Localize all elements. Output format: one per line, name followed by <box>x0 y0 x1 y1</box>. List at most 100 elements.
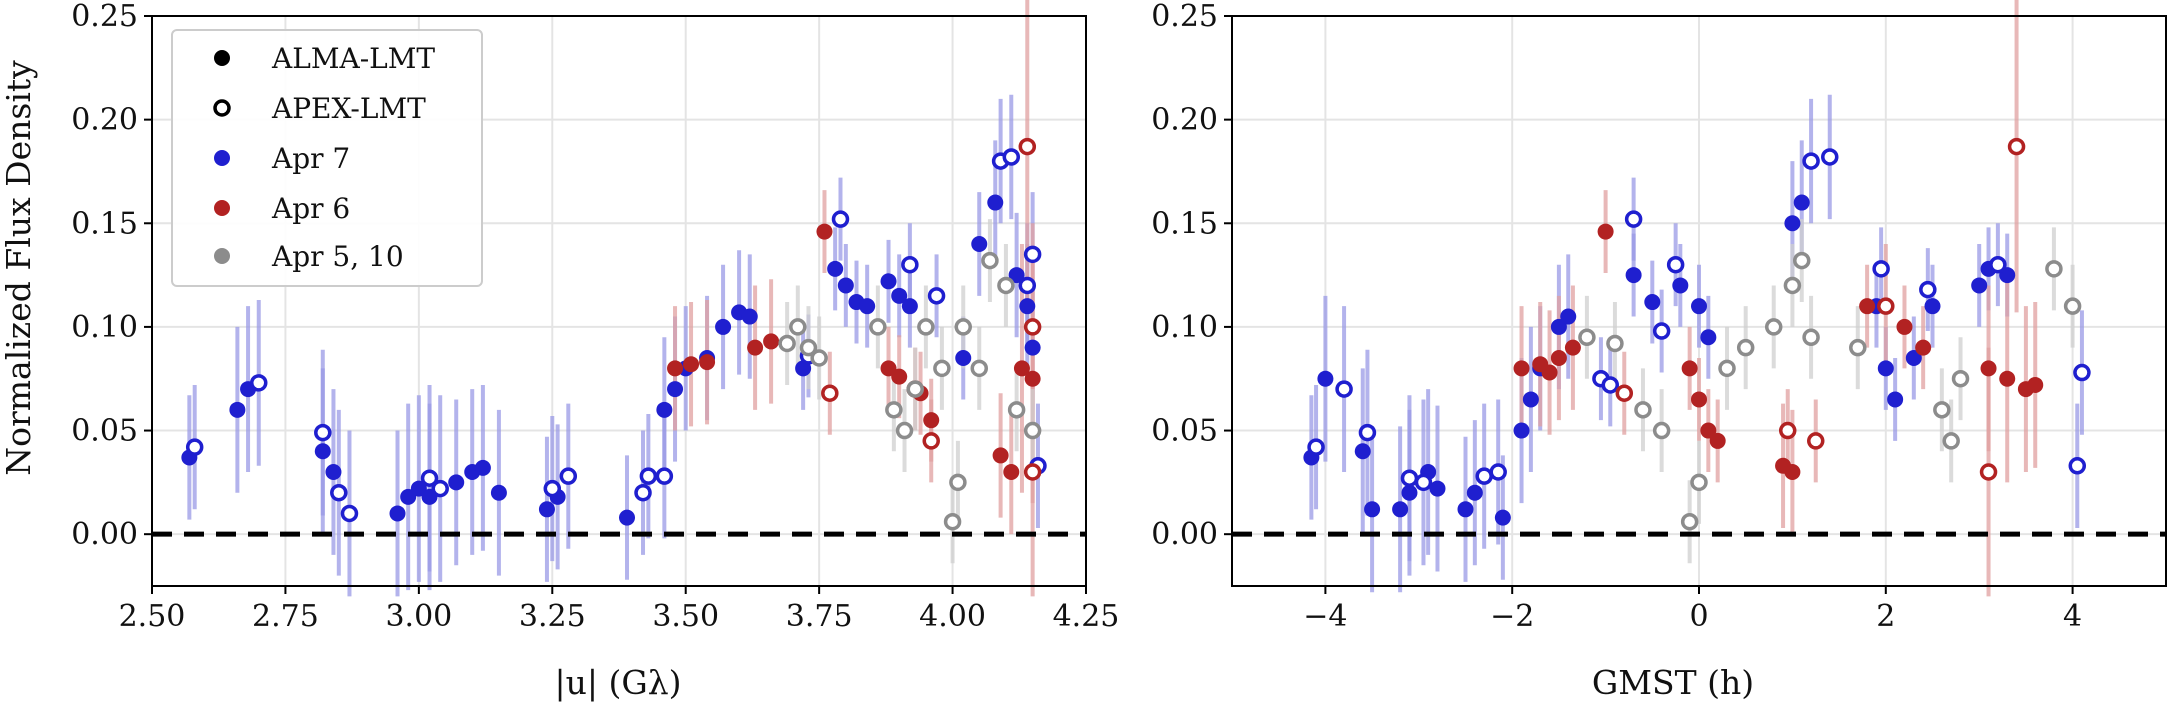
left-data-point <box>827 260 844 277</box>
left-data-point <box>970 359 989 378</box>
left-data-point <box>955 350 972 366</box>
right-data-point <box>1475 467 1493 485</box>
left-data-point <box>933 359 951 378</box>
right-data-point <box>1971 277 1988 294</box>
right-data-point <box>1709 432 1726 449</box>
left-x-tick-label: 3.50 <box>652 599 719 634</box>
right-data-point <box>1414 473 1433 492</box>
left-x-axis-label: |u| (Gλ) <box>554 663 681 702</box>
left-x-tick-label: 2.50 <box>119 599 186 634</box>
left-x-tick-label: 3.00 <box>385 599 452 634</box>
left-data-point <box>634 483 652 502</box>
legend-label-apr7: Apr 7 <box>271 142 350 175</box>
left-data-point <box>229 401 246 418</box>
legend-label-apex-lmt: APEX-LMT <box>271 92 426 125</box>
left-data-point <box>741 308 758 325</box>
right-data-point <box>1933 401 1951 419</box>
left-y-tick-label: 0.05 <box>71 414 138 449</box>
left-data-point <box>667 381 684 398</box>
legend-marker-0 <box>214 50 230 66</box>
left-data-point <box>901 298 918 315</box>
left-data-point <box>1003 464 1020 480</box>
right-data-point <box>1807 432 1825 450</box>
left-data-point <box>1008 267 1025 284</box>
left-data-point <box>619 509 636 526</box>
right-data-point <box>1401 484 1418 501</box>
right-data-point <box>1606 334 1624 353</box>
left-data-point <box>880 273 897 290</box>
right-data-point <box>2073 363 2091 382</box>
left-data-point <box>431 479 449 498</box>
left-data-point <box>1018 276 1037 295</box>
right-data-point <box>1877 297 1895 315</box>
right-data-point <box>1354 443 1371 460</box>
right-data-point <box>1849 338 1867 357</box>
right-y-tick-label: 0.05 <box>1151 414 1218 449</box>
left-data-point <box>901 255 919 274</box>
right-y-tick-label: 0.15 <box>1151 206 1218 241</box>
right-data-point <box>1672 277 1689 294</box>
right-data-point <box>1634 401 1652 419</box>
right-data-point <box>1652 421 1671 440</box>
right-x-tick-label: 0 <box>1689 599 1708 634</box>
right-data-point <box>1877 360 1894 377</box>
right-data-point <box>1821 148 1839 166</box>
left-data-point <box>389 505 406 522</box>
legend-marker-3 <box>214 200 230 216</box>
left-data-point <box>837 277 854 294</box>
legend-frame <box>171 29 483 287</box>
left-y-tick-label: 0.15 <box>71 206 138 241</box>
right-data-point <box>1317 370 1334 387</box>
left-data-point <box>997 276 1015 295</box>
left-data-point <box>917 318 935 336</box>
right-data-point <box>1625 267 1642 284</box>
right-data-point <box>1307 438 1325 456</box>
right-data-point <box>1924 298 1941 315</box>
right-data-point <box>1802 152 1820 170</box>
legend-marker-2 <box>214 150 230 166</box>
right-data-point <box>1358 423 1377 442</box>
left-data-point <box>927 287 946 305</box>
right-x-tick-label: 2 <box>1876 599 1895 634</box>
right-data-point <box>1915 339 1932 356</box>
right-data-point <box>1793 194 1810 211</box>
right-y-tick-label: 0.20 <box>1151 103 1218 138</box>
right-y-tick-label: 0.00 <box>1151 517 1218 552</box>
legend-marker-1 <box>213 99 231 117</box>
right-data-point <box>1905 350 1922 366</box>
right-data-point <box>1718 359 1736 378</box>
right-data-point <box>1736 338 1755 357</box>
right-data-point <box>1644 294 1661 311</box>
right-data-point <box>1764 318 1783 336</box>
left-y-tick-label: 0.10 <box>71 310 138 345</box>
right-data-point <box>1783 276 1802 295</box>
right-data-point <box>1691 391 1707 408</box>
left-data-point <box>543 479 562 498</box>
left-data-point <box>949 473 967 492</box>
right-data-point <box>1700 422 1717 439</box>
left-data-point <box>1002 148 1021 166</box>
right-data-point <box>1778 421 1797 440</box>
right-data-point <box>1513 360 1530 377</box>
left-data-point <box>699 354 716 371</box>
right-data-point <box>1872 260 1890 278</box>
left-data-point <box>789 318 807 336</box>
right-panel: −4 −2 0 2 4 0.00 0.05 0.10 0.15 0.20 0.25 <box>1151 0 2167 634</box>
right-data-point <box>1802 328 1820 347</box>
right-data-point <box>1335 380 1353 398</box>
left-data-point <box>923 412 940 429</box>
right-x-tick-label: −2 <box>1490 599 1534 634</box>
right-data-point <box>1681 360 1698 377</box>
right-x-tick-label: −4 <box>1303 599 1347 634</box>
right-data-point <box>1522 391 1539 408</box>
left-data-point <box>340 504 359 523</box>
left-data-point <box>683 356 700 373</box>
left-data-point <box>778 334 796 353</box>
left-x-tick-label: 3.25 <box>519 599 586 634</box>
right-data-point <box>1541 364 1558 381</box>
left-data-point <box>810 349 828 367</box>
left-data-point <box>981 251 999 270</box>
legend: ALMA-LMT APEX-LMT Apr 7 Apr 6 Apr 5, 10 <box>171 29 483 287</box>
right-data-point <box>1989 255 2007 274</box>
